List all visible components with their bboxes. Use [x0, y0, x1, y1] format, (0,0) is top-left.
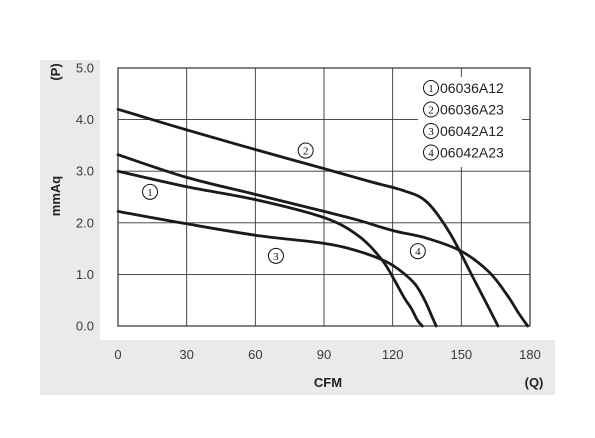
- legend-marker-circle: [423, 101, 439, 118]
- chart-left-panel: [40, 60, 100, 395]
- y-axis-unit: (P): [48, 63, 63, 80]
- curve-06036A23: [116, 107, 500, 328]
- curve-marker-number: 3: [273, 251, 279, 263]
- y-tick-label: 1.0: [76, 267, 94, 282]
- legend-entry-06042A23: 06042A23: [440, 145, 504, 161]
- curve-marker-number: 4: [415, 246, 421, 258]
- curve-marker-circle: [267, 247, 284, 264]
- y-tick-label: 4.0: [76, 112, 94, 127]
- legend-marker-circle: [423, 80, 439, 96]
- curve-marker-circle: [142, 183, 159, 200]
- legend-marker-number: 4: [428, 148, 434, 160]
- y-tick-label: 0.0: [76, 319, 94, 334]
- x-tick-labels: 0 30 60 90 120 150 180: [114, 347, 540, 362]
- legend-marker-number: 3: [428, 126, 434, 138]
- curve-marker-number: 1: [147, 187, 153, 199]
- curve-labels-layer: 1 2 3 4: [142, 142, 426, 264]
- x-tick-label: 120: [382, 347, 404, 362]
- y-tick-label: 2.0: [76, 215, 94, 230]
- legend-entry-06036A23: 06036A23: [440, 102, 504, 118]
- curve-marker-number: 2: [303, 146, 309, 158]
- curves-layer: [116, 107, 530, 328]
- y-tick-label: 5.0: [76, 61, 94, 76]
- x-axis-label: CFM: [314, 375, 342, 390]
- chart-panel-background: [40, 340, 555, 395]
- x-tick-label: 90: [317, 347, 331, 362]
- x-tick-label: 0: [114, 347, 121, 362]
- x-tick-label: 150: [450, 347, 472, 362]
- curve-06042A12: [116, 210, 438, 328]
- legend-marker-number: 1: [428, 83, 434, 95]
- y-axis-label: mmAq: [48, 176, 63, 217]
- legend-marker-circle: [423, 123, 439, 139]
- y-tick-label: 3.0: [76, 164, 94, 179]
- curve-marker-circle: [409, 243, 426, 260]
- legend-entry-06042A12: 06042A12: [440, 123, 504, 139]
- legend-marker-circle: [423, 144, 439, 161]
- legend-marker-number: 2: [428, 105, 434, 117]
- y-tick-labels: 0.0 1.0 2.0 3.0 4.0 5.0: [76, 61, 94, 334]
- x-tick-label: 180: [519, 347, 541, 362]
- x-tick-label: 60: [248, 347, 262, 362]
- x-axis-unit: (Q): [525, 375, 544, 390]
- legend-entry-06036A12: 06036A12: [440, 80, 504, 96]
- curve-marker-circle: [297, 142, 314, 159]
- curve-06042A23: [116, 153, 530, 328]
- legend: 1 06036A12 2 06036A23 3 06042A12 4 06042A23: [418, 77, 522, 167]
- x-tick-label: 30: [179, 347, 193, 362]
